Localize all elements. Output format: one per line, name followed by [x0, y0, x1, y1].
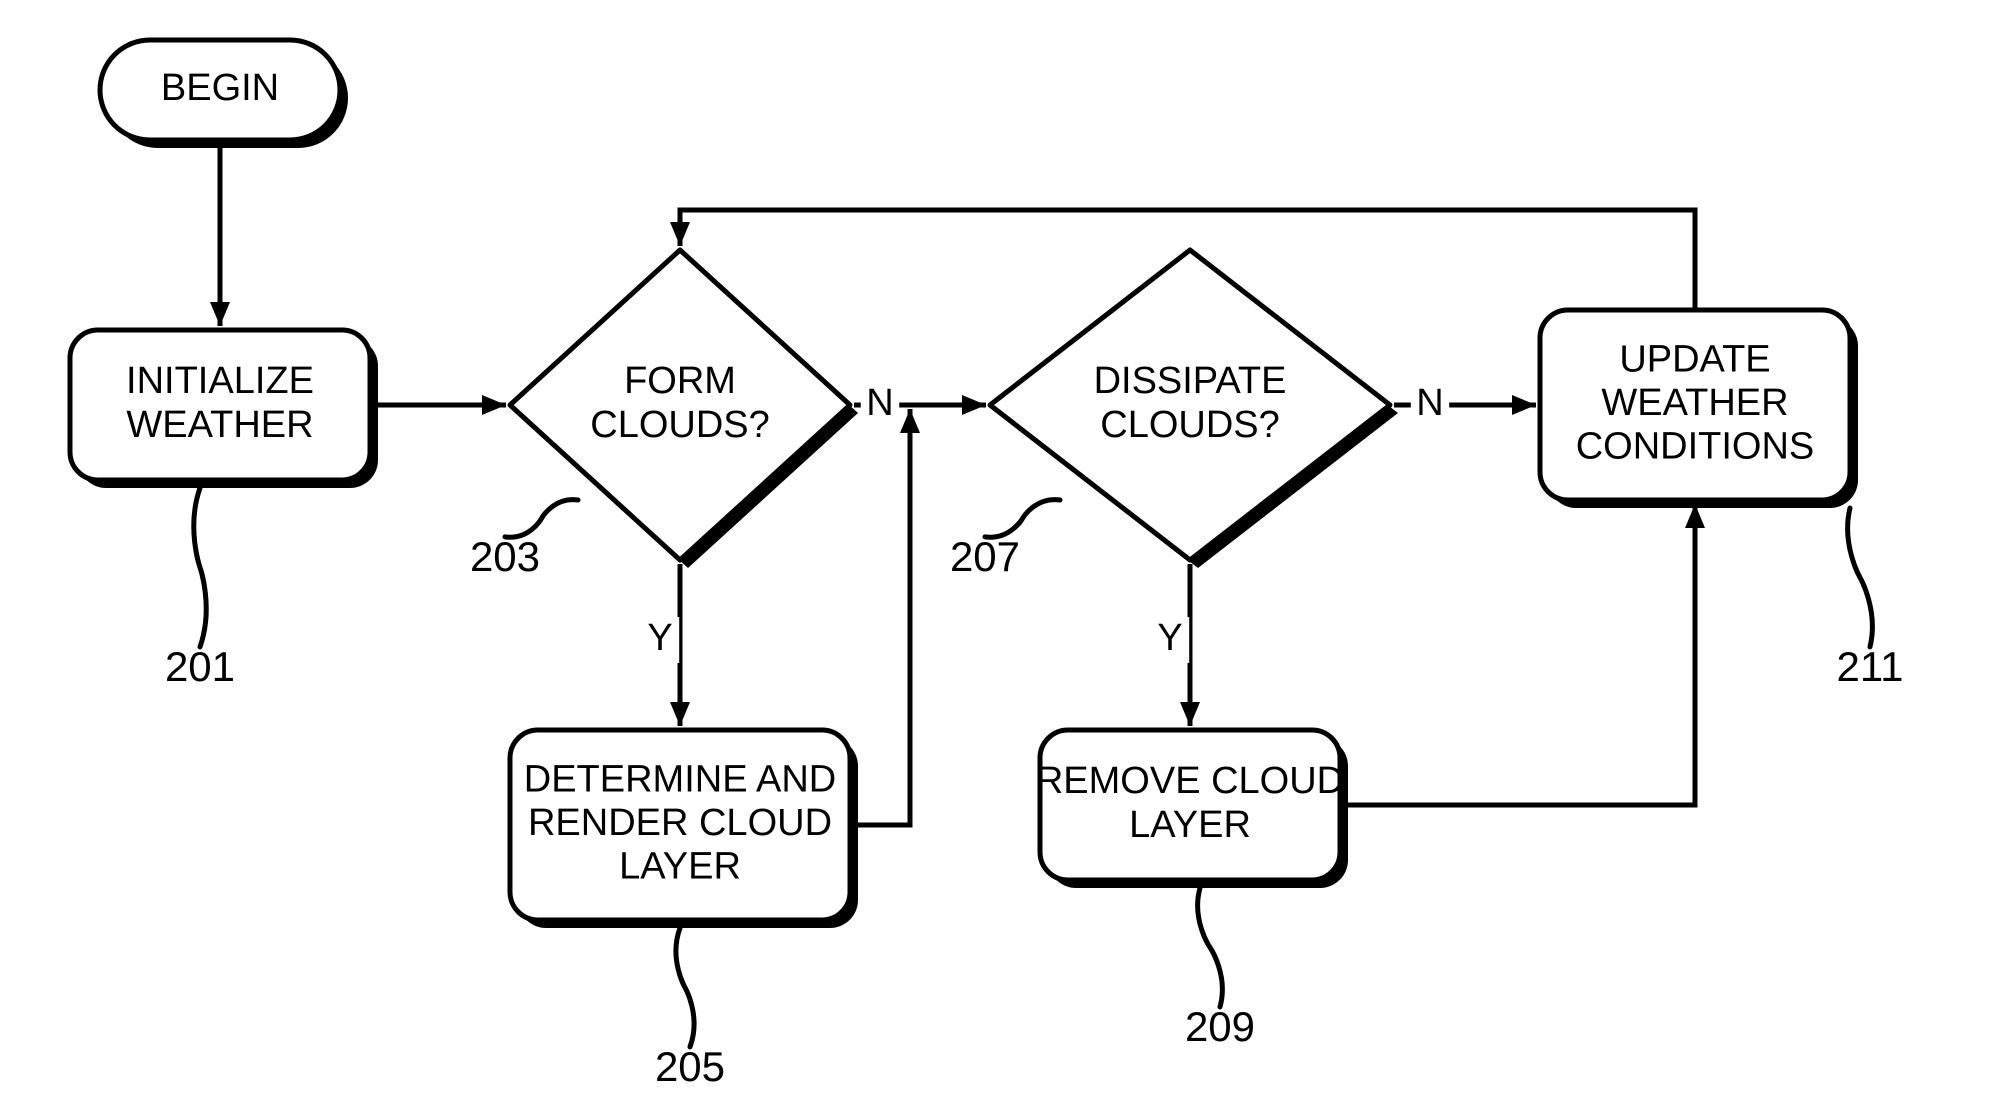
arrowhead	[482, 395, 506, 415]
dissip-label: DISSIPATE	[1094, 360, 1287, 402]
arrowhead	[962, 395, 986, 415]
render-label: DETERMINE AND	[524, 758, 836, 800]
edge-label: N	[1416, 382, 1443, 424]
render-label: RENDER CLOUD	[528, 802, 832, 844]
arrowhead	[900, 409, 920, 433]
flowchart-canvas: NNYYBEGININITIALIZEWEATHERFORMCLOUDS?DIS…	[0, 0, 1994, 1099]
update-label: CONDITIONS	[1576, 426, 1815, 468]
edge-label: Y	[647, 617, 672, 659]
ref-leader	[676, 928, 694, 1047]
arrowhead	[210, 302, 230, 326]
begin-label: BEGIN	[161, 67, 279, 109]
dissip-label: CLOUDS?	[1100, 404, 1280, 446]
ref-leader	[505, 500, 578, 538]
ref-leader	[194, 488, 206, 647]
ref-leader	[1198, 888, 1223, 1007]
ref-leader	[1848, 508, 1873, 647]
edge	[1348, 504, 1695, 805]
form-label: FORM	[624, 360, 736, 402]
arrowhead	[1180, 702, 1200, 726]
update-label: WEATHER	[1601, 382, 1788, 424]
arrowhead	[670, 702, 690, 726]
form-label: CLOUDS?	[590, 404, 770, 446]
edge	[858, 409, 910, 825]
render-label: LAYER	[619, 846, 741, 888]
ref-209: 209	[1185, 1003, 1255, 1050]
edge-label: Y	[1157, 617, 1182, 659]
ref-203: 203	[470, 533, 540, 580]
init-label: WEATHER	[126, 404, 313, 446]
ref-leader	[985, 500, 1060, 538]
remove-label: REMOVE CLOUD	[1036, 760, 1344, 802]
ref-201: 201	[165, 643, 235, 690]
ref-205: 205	[655, 1043, 725, 1090]
arrowhead	[670, 222, 690, 246]
remove-label: LAYER	[1129, 804, 1251, 846]
arrowhead	[1512, 395, 1536, 415]
edge-label: N	[866, 382, 893, 424]
update-label: UPDATE	[1619, 338, 1770, 380]
ref-211: 211	[1837, 643, 1904, 690]
init-label: INITIALIZE	[126, 360, 314, 402]
ref-207: 207	[950, 533, 1020, 580]
